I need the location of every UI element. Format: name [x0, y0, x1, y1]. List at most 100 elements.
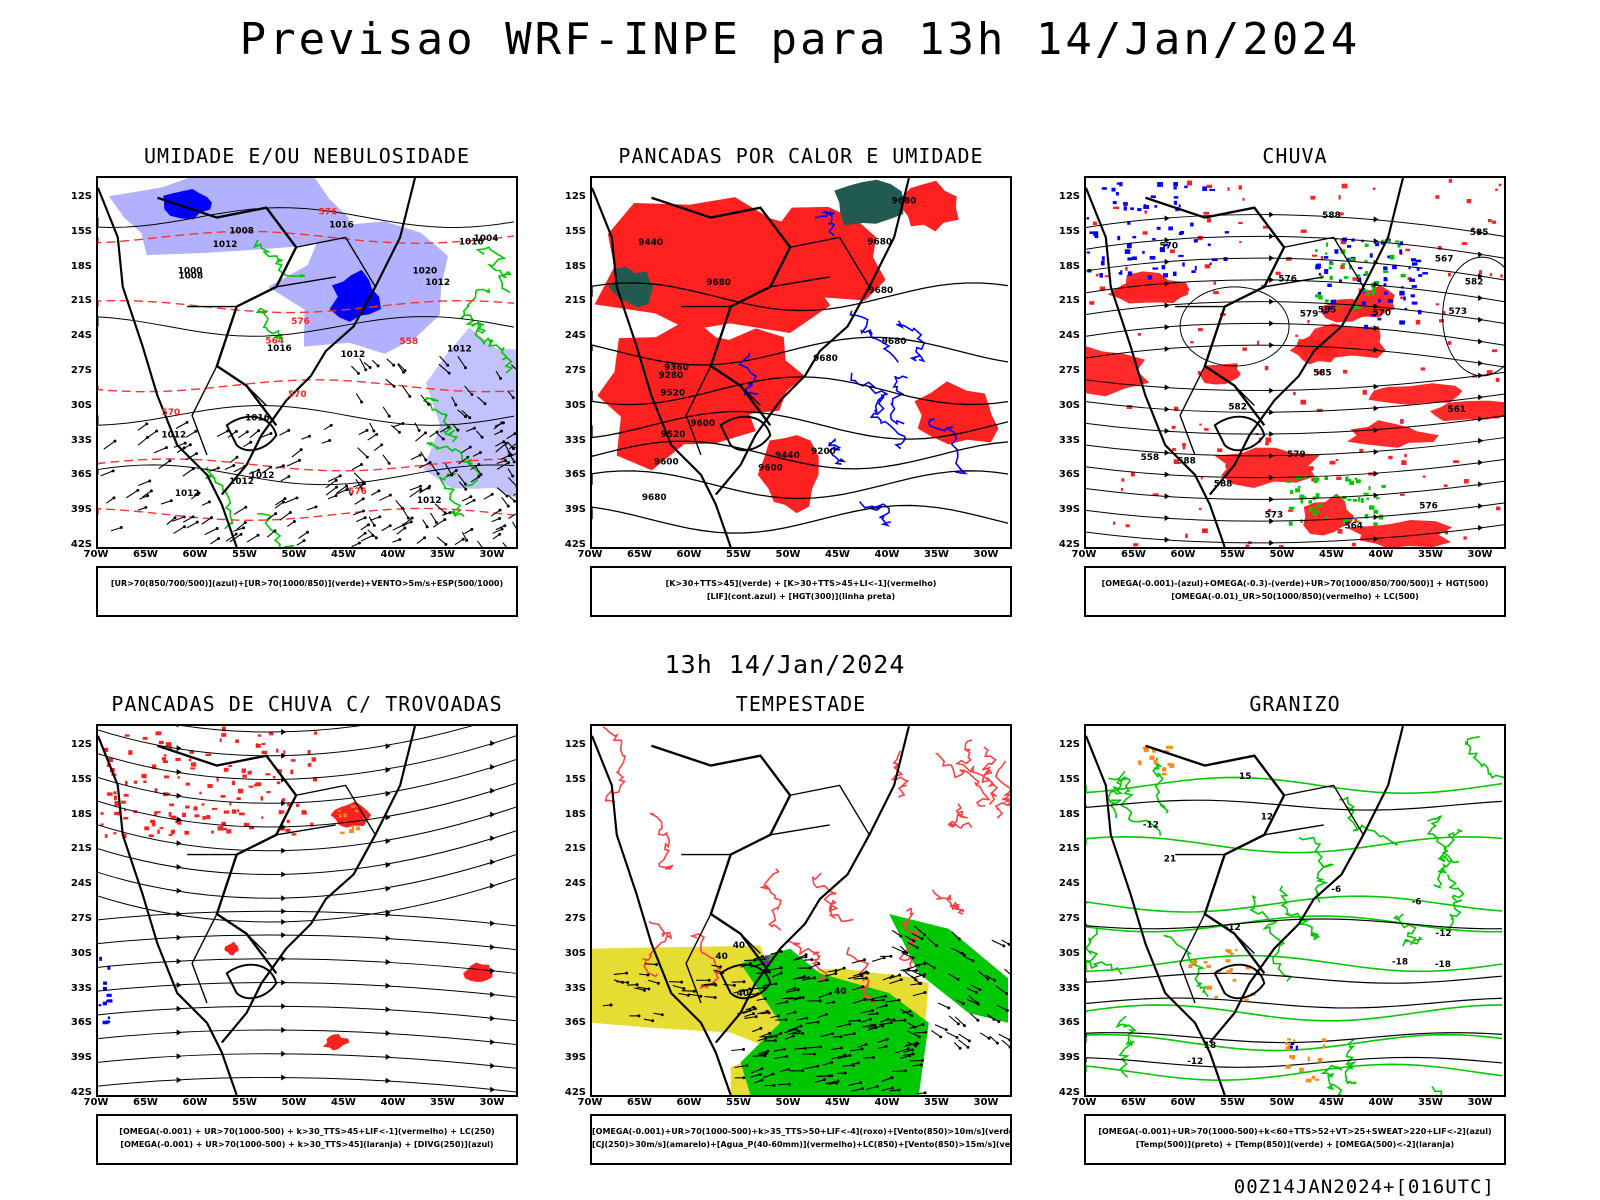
lon-tick-label: 60W — [676, 1097, 702, 1108]
rain-area — [1099, 286, 1106, 291]
wind-vector — [229, 533, 242, 543]
wind-vector-head — [718, 965, 722, 969]
wind-vector-head — [637, 1014, 641, 1018]
streamline — [98, 958, 516, 974]
omega-strong-area — [1381, 239, 1384, 243]
omega-strong-area — [1364, 271, 1369, 276]
contour-label: 579 — [1287, 450, 1306, 460]
omega-strong-area — [1364, 243, 1369, 248]
streamline-arrow — [281, 1027, 287, 1033]
lat-tick-label: 21S — [70, 295, 92, 307]
streamline-arrow — [281, 823, 287, 830]
streamline-arrow — [490, 787, 496, 794]
wind-vector-head — [388, 524, 392, 528]
wind-vector-head — [760, 955, 764, 958]
wind-vector — [409, 488, 421, 498]
wind-vector-head — [914, 1041, 918, 1045]
thunderstorm-area — [224, 941, 239, 956]
wind-vector-head — [897, 998, 901, 1002]
wind-vector-head — [921, 1023, 925, 1027]
height-contour — [592, 336, 1009, 366]
height-streamline — [1086, 257, 1504, 281]
streamline-arrow — [490, 811, 496, 818]
thunderstorm-area — [122, 833, 127, 839]
lon-tick-label: 50W — [775, 549, 801, 560]
thickness-line — [98, 230, 515, 244]
wind-vector-head — [635, 983, 639, 987]
lon-tick-label: 50W — [281, 549, 307, 560]
omega-area — [1156, 226, 1161, 230]
omega-area — [1408, 266, 1411, 270]
lon-tick-label: 60W — [182, 1097, 208, 1108]
wind-vector — [852, 986, 864, 991]
streamline-arrow — [1478, 481, 1484, 488]
panel-legend: [OMEGA(-0.001) + UR>70(1000-500) + k>30_… — [96, 1114, 518, 1165]
rain-area — [1206, 184, 1213, 188]
omega-area — [1224, 231, 1230, 234]
lon-tick-label: 65W — [1121, 1097, 1146, 1108]
streamline-arrow — [281, 847, 287, 854]
wind-vector-head — [682, 987, 686, 991]
rain-area — [1320, 298, 1377, 323]
thunderstorm-area — [223, 810, 230, 814]
rain-area — [1152, 493, 1159, 496]
thunderstorm-area — [272, 775, 276, 779]
rain-area — [1125, 524, 1130, 528]
lon-tick-label: 55W — [1220, 1097, 1245, 1108]
wind-vector-head — [257, 468, 261, 472]
wind-vector — [502, 542, 507, 547]
wind-vector-head — [478, 451, 482, 455]
contour-label: 570 — [1159, 242, 1178, 252]
omega-area — [1126, 243, 1132, 249]
rain-area — [1242, 197, 1245, 201]
thunderstorm-area — [238, 812, 245, 816]
streamline-arrow — [490, 1039, 496, 1046]
omega-area — [1324, 269, 1329, 274]
streamline-arrow — [385, 1030, 391, 1037]
omega-strong-area — [1336, 306, 1339, 309]
wind-vector — [182, 516, 194, 523]
uruguay-border — [225, 415, 278, 452]
wind-vector-head — [500, 527, 504, 531]
wind-vector-head — [834, 969, 838, 973]
wind-vector — [464, 385, 473, 395]
legend-line: [LIF](cont.azul) + [HGT(300)](linha pret… — [706, 592, 896, 601]
streamline-arrow — [490, 740, 496, 747]
wind-vector-head — [660, 1013, 664, 1017]
streamline-arrow — [1164, 449, 1170, 456]
rain-area — [1405, 248, 1410, 252]
wind-vector-head — [490, 492, 494, 496]
thunderstorm-area — [155, 731, 162, 736]
wind-vector-head — [804, 953, 808, 957]
wind-vector — [672, 984, 685, 990]
wind-vector — [158, 460, 171, 469]
wind-vector — [889, 1089, 900, 1092]
wind-vector-head — [406, 516, 410, 520]
wind-vector — [358, 429, 368, 436]
omega-area — [1377, 317, 1382, 321]
lon-tick-label: 65W — [133, 1097, 158, 1108]
wind-vector — [923, 961, 935, 969]
omega-500-area — [1284, 1041, 1288, 1045]
map-canvas: 1012101210161012101210081012101210161016… — [98, 178, 516, 547]
thunderstorm-area — [228, 764, 233, 768]
precipitable-water-line — [788, 940, 828, 984]
wind-vector-head — [365, 428, 369, 432]
isobar — [98, 464, 515, 486]
omega-area — [1388, 238, 1391, 242]
thunderstorm-area — [221, 733, 227, 737]
streamline-arrow — [1373, 492, 1379, 499]
wind-vector-head — [502, 440, 506, 444]
wind-vector-head — [839, 1035, 843, 1039]
streamline-arrow — [176, 1005, 182, 1012]
wind-vector — [892, 1019, 905, 1022]
lat-tick-label: 39S — [1058, 1052, 1080, 1064]
height-streamline — [1086, 437, 1504, 457]
omega-area — [1112, 201, 1117, 205]
contour-label: 576 — [291, 317, 310, 327]
wind-vector-head — [986, 977, 990, 981]
wind-vector — [360, 535, 374, 542]
lon-tick-label: 65W — [627, 1097, 652, 1108]
wind-vector-head — [468, 445, 472, 449]
